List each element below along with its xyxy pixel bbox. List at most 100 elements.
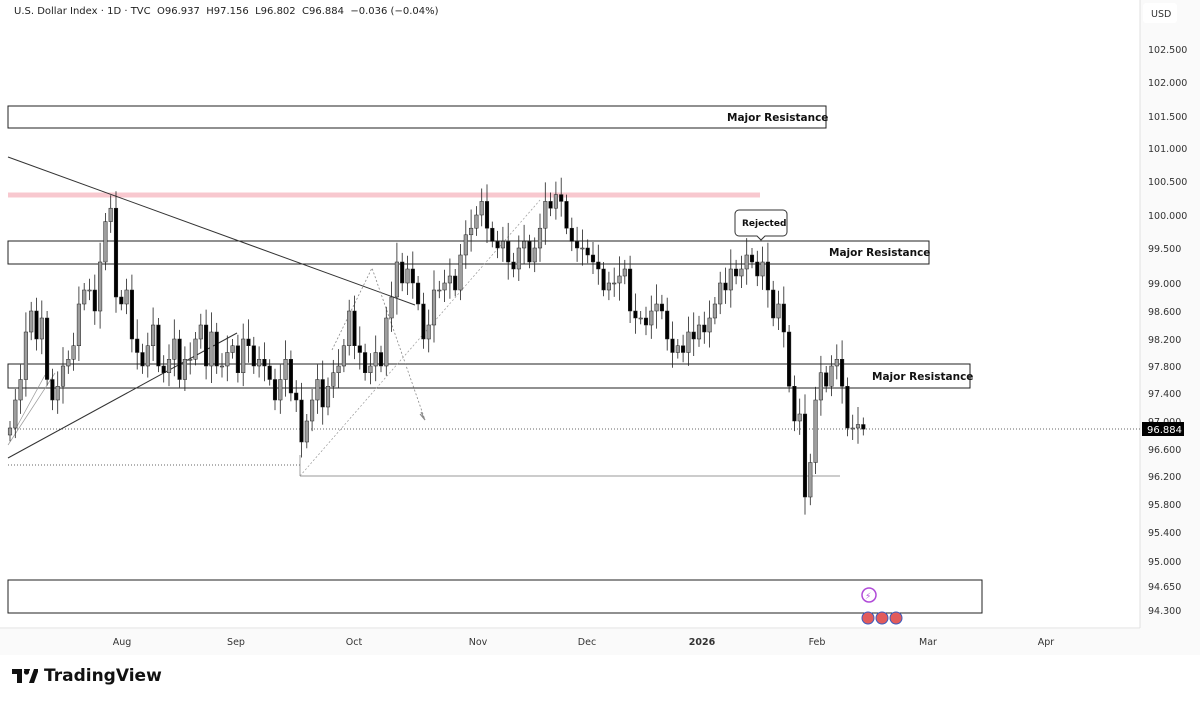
- candle-bear: [681, 345, 686, 353]
- resistance-zone-top[interactable]: [7, 105, 827, 129]
- candle-bear: [272, 379, 278, 401]
- candle-bull: [813, 399, 818, 463]
- candle-bear: [628, 268, 633, 312]
- rising-trendline[interactable]: [299, 199, 541, 477]
- candle-bear: [511, 261, 516, 270]
- chart-header: U.S. Dollar Index · 1D · TVC O96.937 H97…: [14, 6, 439, 17]
- us-flag-icon[interactable]: [889, 611, 903, 625]
- candle-bear: [840, 359, 845, 387]
- candle-bear: [585, 247, 590, 256]
- candle-bull: [76, 303, 81, 346]
- y-tick-label: 99.000: [1148, 279, 1181, 290]
- time-axis[interactable]: [0, 629, 1200, 655]
- price-axis[interactable]: [1140, 0, 1200, 655]
- candle-bear: [659, 303, 664, 312]
- x-tick-label: 2026: [689, 637, 716, 648]
- candle-bear: [294, 392, 299, 401]
- y-tick-label: 95.800: [1148, 500, 1181, 511]
- candle-bear: [288, 359, 293, 394]
- candle-bull: [776, 303, 781, 319]
- rejected-callout[interactable]: [734, 209, 788, 241]
- x-tick-label: Mar: [919, 637, 937, 648]
- candle-bear: [670, 338, 675, 353]
- candle-bear: [845, 386, 850, 429]
- candle-bear: [792, 386, 797, 422]
- currency-box[interactable]: [1143, 3, 1177, 23]
- y-tick-label: 102.000: [1148, 78, 1187, 89]
- channel-line[interactable]: [14, 374, 46, 431]
- candle-bear: [771, 289, 776, 319]
- candle-bull: [145, 345, 150, 367]
- projection-path[interactable]: [331, 266, 426, 421]
- y-tick-label: 101.500: [1148, 112, 1187, 123]
- price-chart[interactable]: USD 102.500 102.000 101.500 101.000 100.500 1…: [0, 0, 1200, 660]
- candle-bull: [230, 345, 235, 353]
- downtrend-line[interactable]: [7, 156, 416, 306]
- candle-bull: [818, 372, 823, 401]
- candle-bear: [400, 261, 405, 284]
- rejected-label: Rejected: [742, 219, 786, 229]
- interval[interactable]: 1D: [107, 6, 122, 17]
- candle-bull: [384, 317, 389, 367]
- last-price-badge: [1142, 422, 1184, 436]
- candle-bear: [204, 324, 209, 367]
- candle-bull: [834, 359, 839, 367]
- lightning-event-icon[interactable]: [861, 587, 877, 603]
- resistance-zone-mid[interactable]: [7, 240, 930, 265]
- resistance-zone-low[interactable]: [7, 363, 971, 389]
- candle-bull: [431, 289, 437, 326]
- candle-bull: [797, 413, 802, 422]
- candle-bull: [649, 310, 654, 326]
- candle-bull: [442, 282, 447, 291]
- candle-bear: [506, 241, 511, 263]
- candle-bear: [564, 201, 569, 229]
- y-tick-label: 95.000: [1148, 557, 1181, 568]
- candle-bull: [87, 289, 92, 292]
- x-tick-label: Aug: [113, 637, 132, 648]
- candle-bull: [537, 227, 543, 249]
- candle-bull: [553, 194, 558, 209]
- support-zone[interactable]: [7, 579, 983, 614]
- candle-bull: [500, 241, 505, 249]
- us-flag-icon[interactable]: [875, 611, 889, 625]
- candle-bull: [331, 372, 336, 387]
- y-tick-label: 99.500: [1148, 244, 1181, 255]
- candle-bull: [29, 310, 34, 333]
- candle-bear: [50, 379, 55, 401]
- candle-bull: [103, 221, 108, 263]
- candle-bear: [416, 282, 421, 305]
- candle-bull: [855, 424, 861, 429]
- candle-bear: [665, 310, 670, 340]
- candle-bear: [156, 324, 161, 367]
- candle-bull: [278, 379, 283, 401]
- candle-bull: [241, 338, 246, 373]
- candle-bull: [18, 379, 23, 401]
- ohlc-close: C96.884: [302, 6, 344, 17]
- candle-bear: [135, 338, 140, 353]
- y-tick-label: 94.650: [1148, 582, 1181, 593]
- candle-bear: [352, 310, 357, 346]
- candle-bull: [389, 296, 394, 319]
- candle-bull: [341, 345, 346, 367]
- us-flag-icon[interactable]: [861, 611, 875, 625]
- candle-bear: [596, 261, 601, 270]
- y-tick-label: 101.000: [1148, 144, 1187, 155]
- candle-bull: [744, 254, 749, 270]
- x-tick-label: Dec: [578, 637, 596, 648]
- candle-bear: [781, 303, 786, 333]
- candle-bull: [124, 289, 129, 305]
- candle-bear: [129, 289, 134, 340]
- candle-bull: [182, 359, 187, 380]
- candle-bull: [405, 268, 410, 284]
- candle-bull: [808, 462, 813, 498]
- uptrend-line[interactable]: [7, 332, 238, 459]
- ohlc-open: O96.937: [156, 6, 200, 17]
- candle-bull: [66, 359, 71, 367]
- tradingview-logo[interactable]: TradingView: [12, 666, 162, 686]
- economic-events[interactable]: [861, 611, 903, 625]
- candle-bull: [532, 247, 537, 263]
- candle-bear: [453, 275, 458, 291]
- candle-bull: [394, 261, 399, 298]
- tradingview-logo-icon: [12, 669, 38, 683]
- candle-bull: [39, 317, 44, 340]
